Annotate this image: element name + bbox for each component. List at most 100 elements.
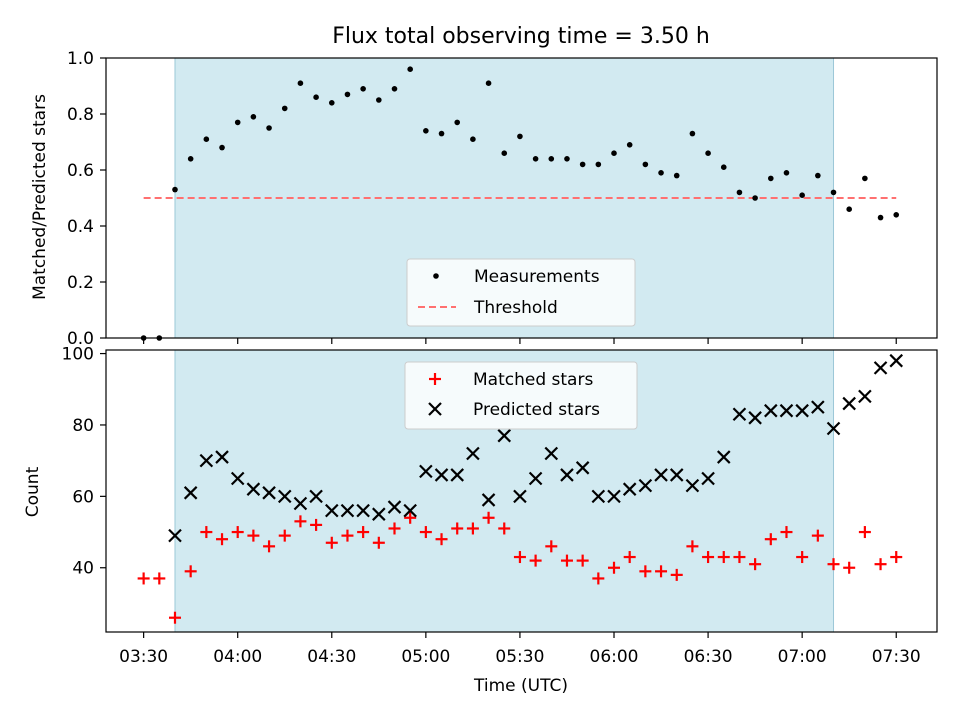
matched-star-point [827, 558, 840, 571]
matched-star-point [498, 522, 511, 535]
predicted-star-point [544, 446, 559, 461]
predicted-star-point [591, 489, 606, 504]
predicted-star-point [528, 471, 543, 486]
measurement-point [532, 156, 539, 162]
legend-measurements-label: Measurements [474, 267, 600, 287]
measurement-point [799, 192, 805, 198]
predicted-star-point [748, 411, 762, 425]
top-y-ticks: 0.0 0.2 0.4 0.6 0.8 1.0 [67, 49, 106, 349]
measurement-point [768, 175, 774, 182]
matched-star-point [153, 572, 166, 585]
legend-predicted-marker [428, 402, 442, 416]
predicted-star-point [497, 428, 512, 443]
matched-star-point [576, 554, 589, 567]
predicted-star-point [654, 468, 668, 482]
matched-star-point [843, 561, 856, 574]
bottom-y-axis-label: Count [23, 466, 43, 517]
top-y-tick-label: 1.0 [67, 49, 94, 69]
matched-star-point [639, 565, 652, 578]
measurement-point [846, 206, 852, 212]
measurement-point [705, 150, 711, 156]
measurement-point [391, 86, 398, 92]
x-tick-label: 05:30 [495, 647, 544, 667]
predicted-star-point [277, 489, 292, 504]
legend-matched-label: Matched stars [473, 370, 593, 390]
predicted-star-point [434, 468, 449, 482]
bottom-y-tick-label: 60 [72, 487, 94, 507]
matched-star-point [263, 540, 276, 553]
measurement-point [187, 156, 194, 162]
matched-star-point [341, 529, 354, 542]
predicted-star-point [685, 478, 700, 493]
top-y-tick-label: 0.0 [67, 329, 94, 349]
measurement-point [234, 119, 241, 126]
bottom-data-layer [137, 353, 904, 624]
matched-star-point [216, 533, 229, 546]
predicted-star-point [481, 493, 496, 507]
predicted-star-point [168, 528, 182, 543]
matched-star-point [858, 526, 871, 539]
bottom-y-tick-label: 40 [72, 559, 94, 579]
x-tick-label: 07:00 [778, 647, 827, 667]
measurement-point [423, 128, 429, 134]
bottom-legend: Matched stars Predicted stars [404, 361, 638, 430]
matched-star-point [372, 536, 385, 549]
measurement-point [454, 119, 461, 126]
matched-star-point [247, 529, 260, 542]
measurement-point [250, 114, 257, 120]
predicted-star-point [779, 403, 794, 418]
predicted-star-point [560, 468, 574, 482]
top-legend: Measurements Threshold [406, 258, 636, 327]
x-tick-label: 06:00 [590, 647, 639, 667]
predicted-star-point [403, 503, 417, 518]
measurement-point [877, 214, 884, 221]
matched-star-point [545, 540, 558, 553]
matched-star-point [717, 551, 730, 564]
measurement-point [752, 195, 758, 201]
matched-star-point [404, 511, 417, 524]
measurement-point [517, 133, 523, 140]
bottom-y-tick-label: 100 [62, 345, 94, 365]
matched-star-point [231, 526, 244, 539]
top-data-layer [140, 66, 900, 341]
measurement-point [360, 86, 366, 92]
legend-matched-marker [429, 373, 441, 385]
bottom-y-tick-label: 80 [72, 416, 94, 436]
matched-star-point [278, 529, 291, 542]
legend-predicted-label: Predicted stars [473, 400, 600, 420]
matched-star-point [325, 536, 338, 549]
matched-star-point [655, 565, 668, 578]
predicted-star-point [199, 453, 214, 468]
measurement-point [893, 212, 900, 218]
measurement-point [564, 156, 570, 162]
matched-star-point [733, 551, 746, 564]
predicted-star-point [309, 489, 323, 504]
predicted-star-point [732, 407, 747, 422]
top-axes-frame [105, 57, 938, 339]
predicted-star-point [387, 500, 402, 514]
matched-star-point [482, 511, 495, 524]
x-tick-label: 07:30 [872, 647, 921, 667]
matched-star-point [310, 518, 323, 531]
matched-star-point [702, 551, 715, 564]
predicted-star-point [701, 471, 715, 486]
predicted-star-point [262, 486, 276, 500]
measurement-point [783, 170, 790, 176]
measurement-point [548, 156, 555, 162]
predicted-star-point [419, 464, 433, 479]
measurement-point [642, 161, 649, 168]
measurement-point [830, 189, 837, 196]
bottom-axes-frame [105, 349, 938, 633]
top-y-tick-label: 0.2 [67, 273, 94, 293]
measurement-point [689, 130, 696, 137]
matched-star-point [184, 565, 197, 578]
chart-title: Flux total observing time = 3.50 h [332, 24, 710, 49]
measurement-point [266, 125, 272, 131]
measurement-point [595, 161, 602, 168]
measurement-point [328, 100, 335, 106]
matched-star-point [435, 533, 448, 546]
matched-star-point [294, 515, 307, 528]
bottom-legend-box [404, 361, 638, 430]
measurement-point [297, 80, 304, 86]
